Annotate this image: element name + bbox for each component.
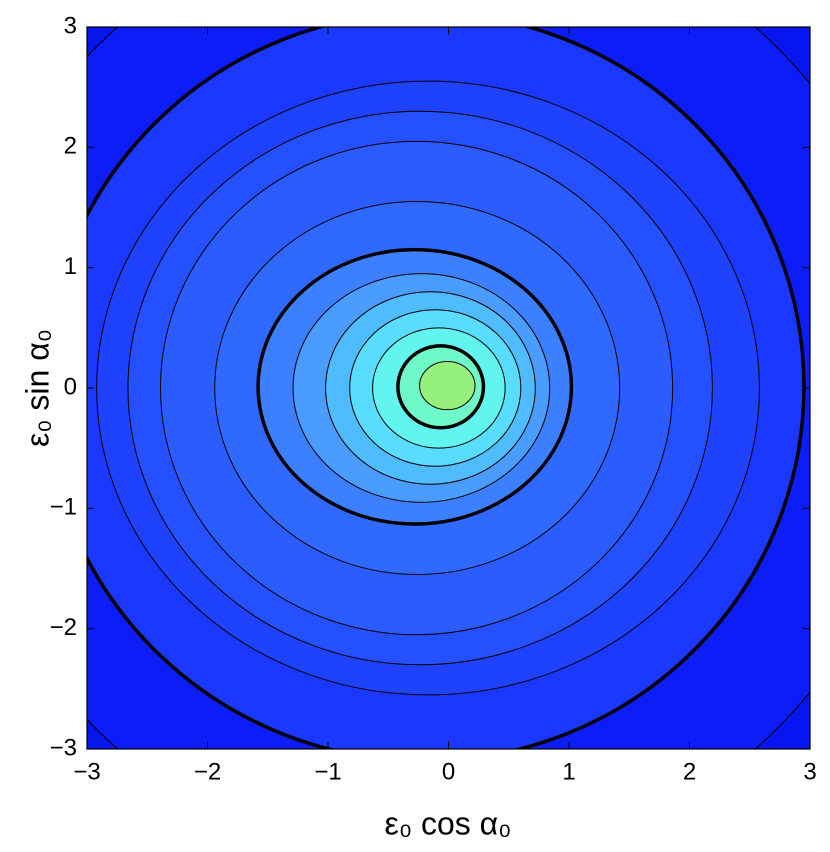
y-tick-label: 0 [64, 373, 77, 400]
y-tick-label: 2 [64, 133, 77, 160]
y-tick-label: −2 [50, 614, 77, 641]
x-tick-label: −1 [314, 758, 341, 785]
x-tick-label: 3 [803, 758, 816, 785]
y-axis-label: ε₀ sin α₀ [19, 329, 55, 447]
contour-line [419, 361, 476, 411]
x-tick-label: −3 [73, 758, 100, 785]
y-tick-label: −3 [50, 734, 77, 761]
y-tick-label: 1 [64, 253, 77, 280]
x-tick-label: 2 [683, 758, 696, 785]
y-tick-label: 3 [64, 12, 77, 39]
x-tick-label: 0 [442, 758, 455, 785]
x-axis-label: ε₀ cos α₀ [385, 805, 512, 841]
y-tick-label: −1 [50, 494, 77, 521]
x-tick-label: −2 [194, 758, 221, 785]
x-tick-label: 1 [562, 758, 575, 785]
